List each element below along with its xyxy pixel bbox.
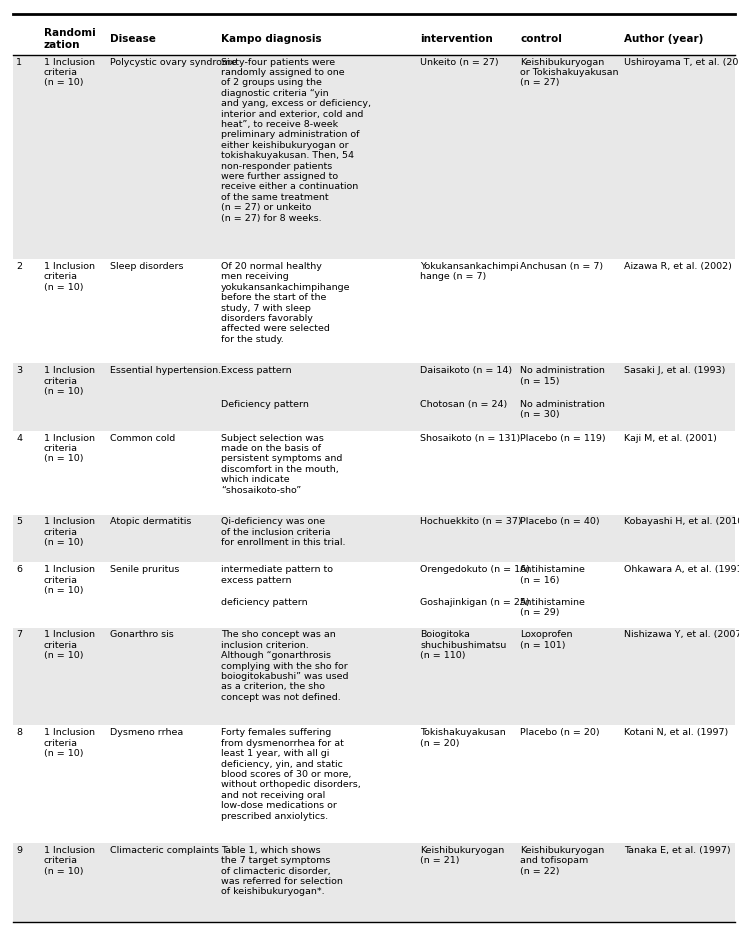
Bar [13,725,735,843]
Text: Aizawa R, et al. (2002): Aizawa R, et al. (2002) [624,262,732,271]
Text: 1 Inclusion
criteria
(n = 10): 1 Inclusion criteria (n = 10) [44,518,95,547]
Text: Antihistamine
(n = 16): Antihistamine (n = 16) [520,565,586,585]
Text: 7: 7 [16,631,22,639]
Text: 5: 5 [16,518,22,526]
Text: Nishizawa Y, et al. (2007): Nishizawa Y, et al. (2007) [624,631,739,639]
Text: 1 Inclusion
criteria
(n = 10): 1 Inclusion criteria (n = 10) [44,728,95,758]
Text: Randomi
zation: Randomi zation [44,28,95,50]
Text: Loxoprofen
(n = 101): Loxoprofen (n = 101) [520,631,573,650]
Text: Shosaikoto (n = 131): Shosaikoto (n = 131) [420,434,521,442]
Text: Climacteric complaints: Climacteric complaints [110,846,219,854]
Bar [13,397,735,431]
Bar [13,259,735,363]
Text: 1 Inclusion
criteria
(n = 10): 1 Inclusion criteria (n = 10) [44,58,95,88]
Text: Chotosan (n = 24): Chotosan (n = 24) [420,400,508,409]
Text: Tanaka E, et al. (1997): Tanaka E, et al. (1997) [624,846,730,854]
Text: Kotani N, et al. (1997): Kotani N, et al. (1997) [624,728,728,737]
Text: 3: 3 [16,366,22,375]
Bar [13,24,735,55]
Text: intermediate pattern to
excess pattern: intermediate pattern to excess pattern [221,565,333,585]
Text: Goshajinkigan (n = 25): Goshajinkigan (n = 25) [420,598,530,607]
Text: Gonarthro sis: Gonarthro sis [110,631,174,639]
Text: No administration
(n = 30): No administration (n = 30) [520,400,605,420]
Text: Tokishakuyakusan
(n = 20): Tokishakuyakusan (n = 20) [420,728,506,748]
Text: Keishibukuryogan
and tofisopam
(n = 22): Keishibukuryogan and tofisopam (n = 22) [520,846,605,875]
Text: Hochuekkito (n = 37): Hochuekkito (n = 37) [420,518,522,526]
Text: Placebo (n = 119): Placebo (n = 119) [520,434,606,442]
Bar [13,595,735,628]
Text: 1 Inclusion
criteria
(n = 10): 1 Inclusion criteria (n = 10) [44,565,95,595]
Text: Atopic dermatitis: Atopic dermatitis [110,518,191,526]
Text: Keishibukuryogan
(n = 21): Keishibukuryogan (n = 21) [420,846,505,865]
Text: 1 Inclusion
criteria
(n = 10): 1 Inclusion criteria (n = 10) [44,846,95,875]
Bar [13,363,735,397]
Text: 6: 6 [16,565,22,574]
Text: Anchusan (n = 7): Anchusan (n = 7) [520,262,603,271]
Text: 9: 9 [16,846,22,854]
Text: Ohkawara A, et al. (1991): Ohkawara A, et al. (1991) [624,565,739,574]
Bar [13,431,735,515]
Text: Qi-deficiency was one
of the inclusion criteria
for enrollment in this trial.: Qi-deficiency was one of the inclusion c… [221,518,345,547]
Text: control: control [520,34,562,44]
Text: Senile pruritus: Senile pruritus [110,565,180,574]
Text: Subject selection was
made on the basis of
persistent symptoms and
discomfort in: Subject selection was made on the basis … [221,434,342,495]
Text: Dysmeno rrhea: Dysmeno rrhea [110,728,183,737]
Text: 1: 1 [16,58,22,67]
Text: Ushiroyama T, et al. (2006): Ushiroyama T, et al. (2006) [624,58,739,67]
Text: Placebo (n = 20): Placebo (n = 20) [520,728,600,737]
Bar [13,562,735,595]
Text: Boiogitoka
shuchibushimatsu
(n = 110): Boiogitoka shuchibushimatsu (n = 110) [420,631,507,660]
Text: Author (year): Author (year) [624,34,703,44]
Text: 8: 8 [16,728,22,737]
Bar [13,843,735,922]
Text: The sho concept was an
inclusion criterion.
Although “gonarthrosis
complying wit: The sho concept was an inclusion criteri… [221,631,349,702]
Bar [13,55,735,259]
Text: 1 Inclusion
criteria
(n = 10): 1 Inclusion criteria (n = 10) [44,262,95,291]
Text: No administration
(n = 15): No administration (n = 15) [520,366,605,386]
Text: 1 Inclusion
criteria
(n = 10): 1 Inclusion criteria (n = 10) [44,434,95,463]
Text: Sixty-four patients were
randomly assigned to one
of 2 groups using the
diagnost: Sixty-four patients were randomly assign… [221,58,371,223]
Text: Sleep disorders: Sleep disorders [110,262,183,271]
Text: Keishibukuryogan
or Tokishakuyakusan
(n = 27): Keishibukuryogan or Tokishakuyakusan (n … [520,58,619,88]
Text: Unkeito (n = 27): Unkeito (n = 27) [420,58,499,67]
Bar [13,515,735,562]
Text: Yokukansankachimpi
hange (n = 7): Yokukansankachimpi hange (n = 7) [420,262,519,281]
Text: Kampo diagnosis: Kampo diagnosis [221,34,321,44]
Bar [13,628,735,725]
Text: 1 Inclusion
criteria
(n = 10): 1 Inclusion criteria (n = 10) [44,631,95,660]
Text: Placebo (n = 40): Placebo (n = 40) [520,518,600,526]
Text: Table 1, which shows
the 7 target symptoms
of climacteric disorder,
was referred: Table 1, which shows the 7 target sympto… [221,846,343,896]
Text: 4: 4 [16,434,22,442]
Text: Sasaki J, et al. (1993): Sasaki J, et al. (1993) [624,366,725,375]
Text: 2: 2 [16,262,22,271]
Text: Excess pattern: Excess pattern [221,366,292,375]
Text: Daisaikoto (n = 14): Daisaikoto (n = 14) [420,366,513,375]
Text: deficiency pattern: deficiency pattern [221,598,307,607]
Text: Common cold: Common cold [110,434,175,442]
Text: Orengedokuto (n = 16): Orengedokuto (n = 16) [420,565,531,574]
Text: Polycystic ovary syndrome: Polycystic ovary syndrome [110,58,237,67]
Text: Of 20 normal healthy
men receiving
yokukansankachimpihange
before the start of t: Of 20 normal healthy men receiving yokuk… [221,262,350,343]
Text: 1 Inclusion
criteria
(n = 10): 1 Inclusion criteria (n = 10) [44,366,95,396]
Text: Deficiency pattern: Deficiency pattern [221,400,309,409]
Text: Disease: Disease [110,34,156,44]
Text: intervention: intervention [420,34,493,44]
Text: Kobayashi H, et al. (2010): Kobayashi H, et al. (2010) [624,518,739,526]
Text: Kaji M, et al. (2001): Kaji M, et al. (2001) [624,434,717,442]
Text: Essential hypertension.: Essential hypertension. [110,366,221,375]
Text: Forty females suffering
from dysmenorrhea for at
least 1 year, with all gi
defic: Forty females suffering from dysmenorrhe… [221,728,361,820]
Text: Antihistamine
(n = 29): Antihistamine (n = 29) [520,598,586,618]
